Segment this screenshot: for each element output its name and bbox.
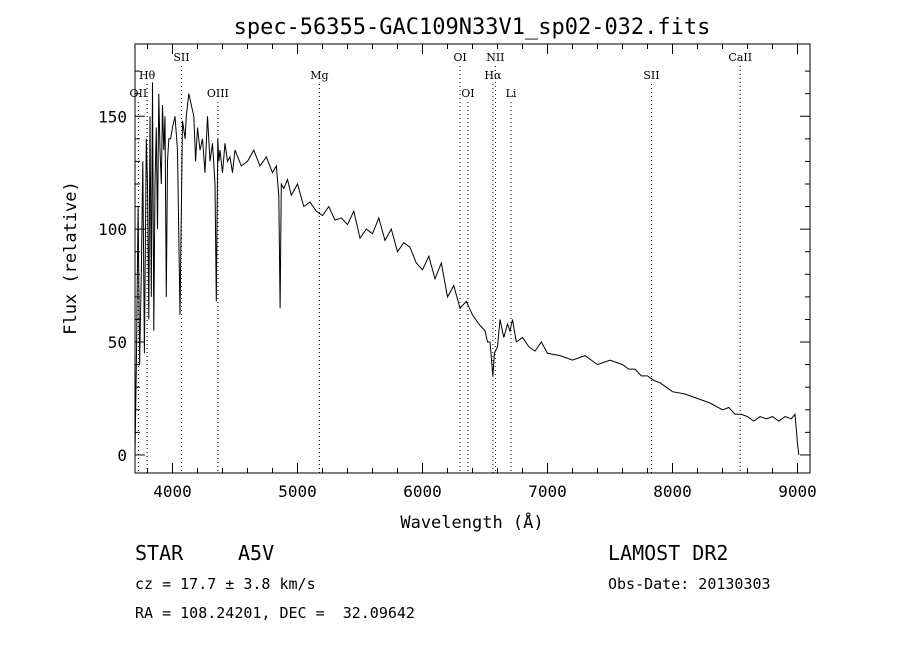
- x-tick-label: 7000: [528, 482, 567, 501]
- object-class: STAR: [135, 541, 184, 565]
- spectral-line-label: Li: [506, 87, 517, 100]
- series-line-flux: [134, 82, 800, 455]
- x-tick-label: 4000: [153, 482, 192, 501]
- y-tick-label: 100: [98, 220, 127, 239]
- spectral-line-label: CaII: [728, 51, 752, 64]
- x-tick-label: 8000: [653, 482, 692, 501]
- spectral-line-label: NII: [486, 51, 504, 64]
- spectral-line-label: Hα: [484, 69, 502, 82]
- x-tick-label: 9000: [778, 482, 817, 501]
- spectral-line-label: Mg: [310, 69, 328, 82]
- x-tick-label: 6000: [403, 482, 442, 501]
- y-tick-label: 50: [108, 333, 127, 352]
- y-tick-label: 0: [117, 446, 127, 465]
- spectral-line-label: SII: [643, 69, 659, 82]
- x-axis-label: Wavelength (Å): [400, 511, 543, 533]
- spectral-line-label: Hθ: [139, 69, 156, 82]
- plot-frame: [134, 43, 811, 474]
- coordinates: RA = 108.24201, DEC = 32.09642: [135, 604, 415, 622]
- survey-name: LAMOST DR2: [608, 541, 729, 565]
- redshift-value: cz = 17.7 ± 3.8 km/s: [135, 575, 316, 593]
- x-tick-label: 5000: [278, 482, 317, 501]
- spectral-line-label: OI: [453, 51, 466, 64]
- chart-title: spec-56355-GAC109N33V1_sp02-032.fits: [234, 15, 711, 40]
- y-tick-label: 150: [98, 107, 127, 126]
- spectral-line-label: OI: [461, 87, 474, 100]
- y-axis-label: Flux (relative): [61, 181, 81, 335]
- observation-date: Obs-Date: 20130303: [608, 575, 771, 593]
- spectral-line-label: SII: [173, 51, 189, 64]
- object-subclass: A5V: [238, 541, 275, 565]
- axis-ticks: 4000 5000 6000 7000 8000 9000 0 50 100 150: [98, 44, 817, 501]
- spectral-line-label: OIII: [207, 87, 229, 100]
